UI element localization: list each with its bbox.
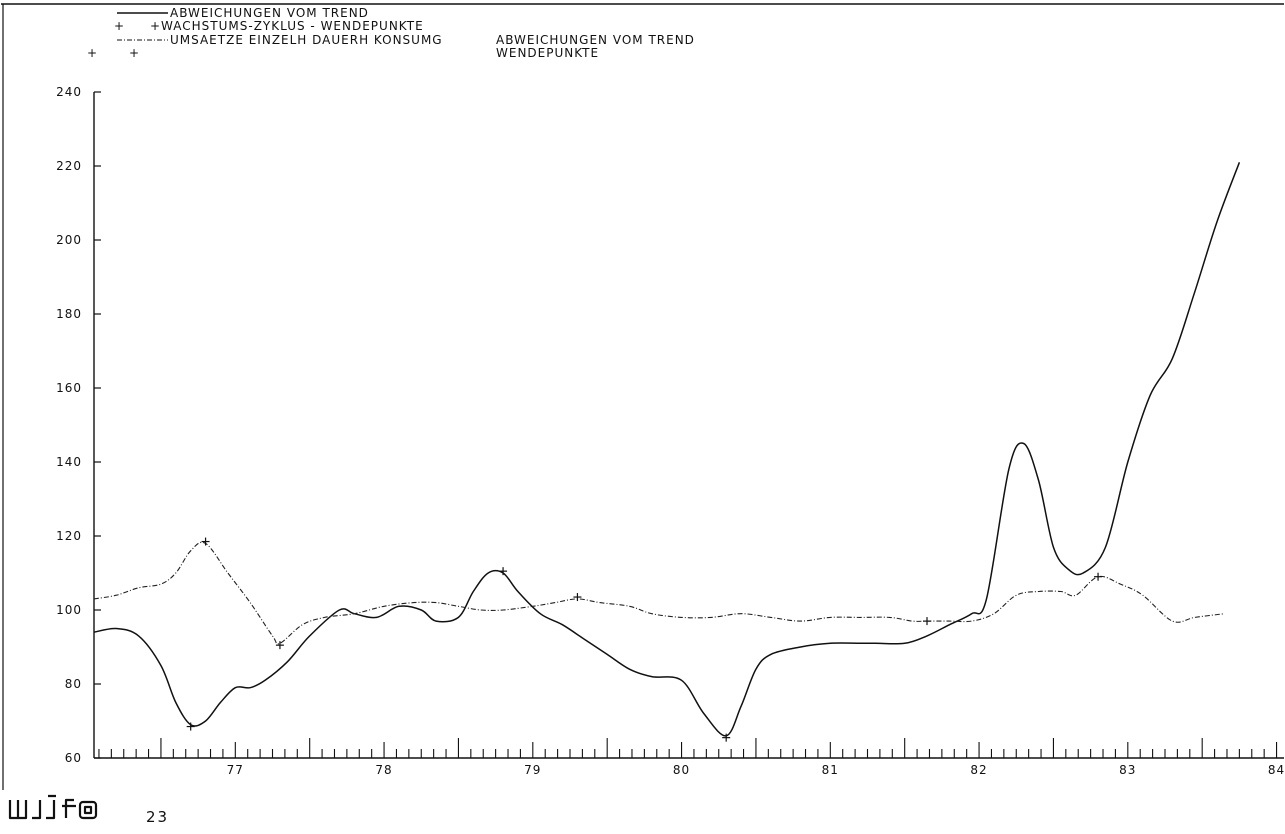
- y-tick-label: 100: [56, 603, 82, 617]
- legend-entry-2: +WACHSTUMS-ZYKLUS - WENDEPUNKTE: [150, 19, 424, 33]
- x-tick-label: 80: [673, 763, 690, 777]
- series-dashdot-line: [93, 541, 1225, 645]
- legend-entry-1: ABWEICHUNGEN VOM TREND: [170, 6, 369, 20]
- x-tick-label: 83: [1119, 763, 1136, 777]
- y-tick-label: 120: [56, 529, 82, 543]
- axes: 60 80 100 120 140 160 180 200 220 240 77 78 79 80 81 82…: [56, 85, 1285, 777]
- wifo-logo: [8, 794, 98, 820]
- turning-point-marker: [499, 567, 508, 576]
- y-tick-label: 220: [56, 159, 82, 173]
- x-tick-label: 84: [1268, 763, 1285, 777]
- turning-point-marker: [722, 733, 731, 742]
- turning-point-marker: [186, 722, 195, 731]
- y-tick-label: 160: [56, 381, 82, 395]
- turning-point-marker: [201, 537, 210, 546]
- legend-extra-1: ABWEICHUNGEN VOM TREND: [496, 33, 695, 47]
- y-tick-label: 80: [65, 677, 82, 691]
- x-tick-label: 81: [822, 763, 839, 777]
- turning-point-marker: [923, 617, 931, 626]
- legend: ABWEICHUNGEN VOM TREND + +WACHSTUMS-ZYKL…: [87, 6, 695, 60]
- turning-point-marker: [573, 593, 582, 602]
- legend-cross-swatch: +: [114, 19, 125, 33]
- legend-cross-mark-b: +: [129, 46, 140, 60]
- page-number: 23: [146, 808, 170, 826]
- legend-extra-2: WENDEPUNKTE: [496, 46, 599, 60]
- x-tick-label: 79: [524, 763, 541, 777]
- series-layer: [93, 162, 1241, 742]
- y-tick-label: 200: [56, 233, 82, 247]
- y-tick-label: 60: [65, 751, 82, 765]
- x-tick-label: 78: [375, 763, 392, 777]
- y-tick-label: 180: [56, 307, 82, 321]
- x-tick-label: 82: [970, 763, 987, 777]
- legend-cross-mark-a: +: [87, 46, 98, 60]
- y-tick-label: 240: [56, 85, 82, 99]
- series-solid-line: [93, 162, 1241, 737]
- y-tick-label: 140: [56, 455, 82, 469]
- turning-point-marker: [1094, 572, 1103, 581]
- turning-point-marker: [275, 641, 284, 650]
- legend-entry-3: UMSAETZE EINZELH DAUERH KONSUMG: [170, 33, 443, 47]
- x-tick-label: 77: [227, 763, 244, 777]
